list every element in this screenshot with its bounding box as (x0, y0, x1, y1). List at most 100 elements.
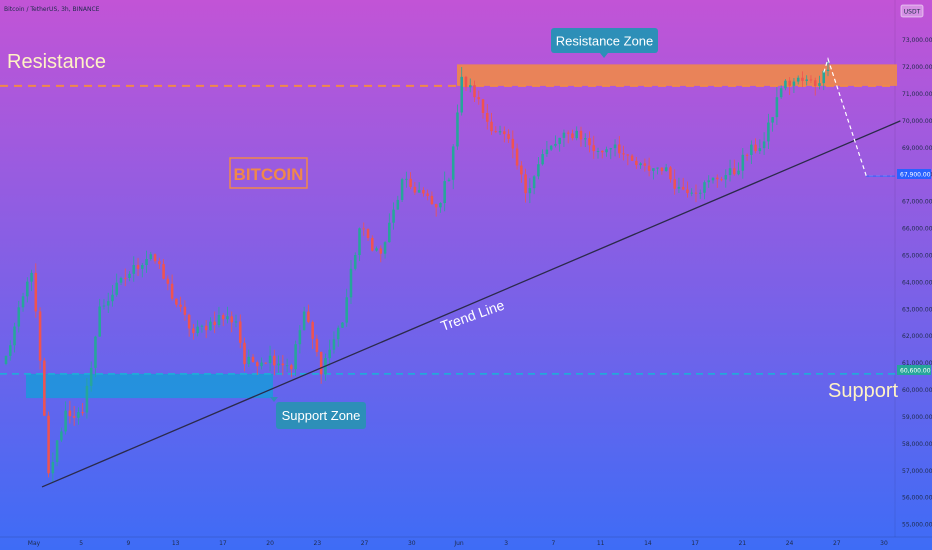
candle (294, 340, 297, 377)
candle (613, 139, 617, 157)
candle (358, 227, 361, 262)
candle-body (430, 195, 434, 205)
candle-body (128, 273, 131, 278)
candle-body (801, 77, 804, 81)
price-tick-label: 69,000.00 (902, 145, 932, 152)
candle (396, 195, 400, 210)
candle (813, 77, 817, 96)
candle (528, 178, 532, 204)
candle-body (562, 132, 566, 138)
candle-body (822, 70, 826, 84)
candle (268, 345, 272, 372)
bitcoin-title-text: BITCOIN (234, 165, 304, 184)
candle (430, 191, 434, 205)
candle (426, 189, 429, 201)
candle-body (447, 179, 451, 182)
time-tick-label: 5 (79, 540, 83, 547)
candle-body (328, 349, 331, 359)
candle (234, 314, 238, 328)
candle-body (609, 148, 613, 150)
candle-body (592, 145, 596, 152)
candle-body (775, 97, 779, 118)
candle-body (21, 296, 25, 308)
candle (622, 145, 625, 161)
candle (209, 317, 212, 331)
candle-body (336, 327, 340, 340)
candle (618, 136, 621, 158)
candle (256, 360, 259, 375)
price-tick-label: 58,000.00 (902, 441, 932, 448)
candle (251, 354, 255, 363)
candle (336, 325, 340, 347)
candle-body (613, 144, 617, 149)
candle (141, 262, 144, 278)
price-tick-label: 62,000.00 (902, 333, 932, 340)
candle-body (571, 133, 574, 139)
candle (72, 406, 76, 426)
candle (473, 80, 476, 103)
candle-body (362, 228, 366, 230)
candle (541, 149, 544, 166)
candle (711, 177, 715, 184)
resistance-zone-callout-text: Resistance Zone (556, 34, 654, 49)
resistance-zone-callout[interactable]: Resistance Zone (551, 28, 658, 58)
candle-body (703, 182, 706, 193)
price-tick-label: 60,000.00 (902, 387, 932, 394)
candle-body (77, 412, 80, 418)
candle-body (558, 137, 561, 144)
candle (656, 167, 659, 175)
candle-body (622, 153, 625, 155)
candle (762, 132, 766, 155)
candle-body (213, 321, 216, 326)
candle-body (669, 167, 672, 180)
candle-body (643, 163, 647, 166)
bitcoin-title-box[interactable]: BITCOIN (229, 157, 308, 189)
candle-body (238, 321, 242, 343)
candle (230, 311, 234, 333)
candle (779, 85, 783, 99)
candle-body (724, 175, 728, 180)
candle-body (754, 144, 757, 152)
resistance-label: Resistance (7, 51, 106, 73)
candle (4, 355, 8, 366)
candle-body (396, 199, 400, 210)
candle (771, 116, 774, 132)
candle (371, 235, 374, 252)
candle (98, 298, 101, 337)
candle-body (353, 255, 357, 269)
time-tick-label: 30 (880, 540, 888, 547)
candle-body (630, 155, 634, 161)
candle-body (43, 360, 46, 416)
price-tick-label: 73,000.00 (902, 37, 932, 44)
candle-body (639, 163, 642, 166)
candle-body (656, 167, 659, 169)
candle-body (170, 283, 174, 299)
candle (447, 177, 451, 182)
candle (545, 140, 549, 157)
support-zone-callout[interactable]: Support Zone (270, 397, 366, 429)
time-axis[interactable]: May 5 9 13 17 20 23 27 30 Jun 3 7 11 14 17 21 24 27 30 (28, 540, 888, 547)
candle-body (468, 85, 472, 88)
price-axis[interactable]: 55,000.00 56,000.00 57,000.00 58,000.00 59,0… (902, 37, 932, 528)
candle-body (583, 138, 587, 140)
candle-body (294, 344, 297, 370)
candle-body (230, 316, 234, 323)
candle-body (554, 143, 557, 146)
currency-button[interactable]: USDT (900, 4, 924, 18)
candle (405, 171, 408, 188)
candle (664, 163, 668, 172)
candle (170, 274, 174, 301)
candle-body (490, 121, 493, 132)
candle-body (677, 186, 681, 189)
candle-body (532, 176, 536, 189)
candle (60, 427, 63, 443)
candle-body (298, 330, 302, 345)
candle-body (456, 112, 459, 147)
candle (400, 177, 404, 203)
candle (600, 149, 604, 159)
candle (375, 246, 378, 252)
candle-body (477, 97, 481, 100)
candle (17, 300, 21, 333)
candle (596, 147, 600, 159)
